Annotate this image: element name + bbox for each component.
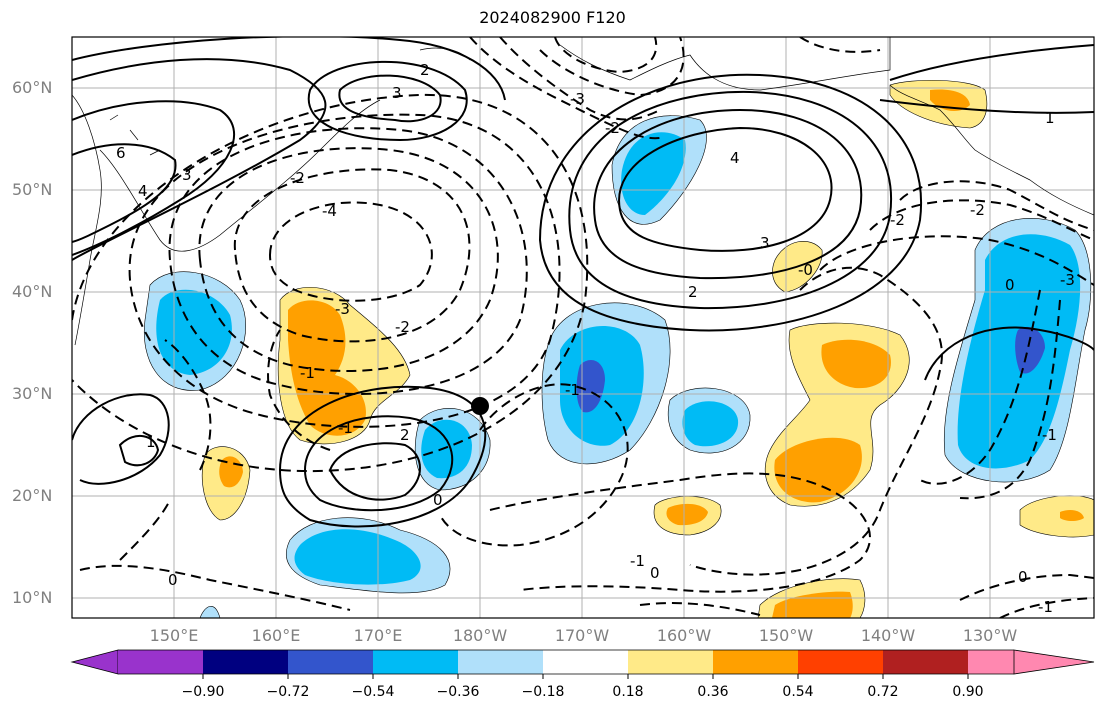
contour-label: 4: [730, 149, 740, 167]
contour-label: -1: [1042, 426, 1057, 444]
lat-label: 20°N: [12, 486, 53, 505]
lon-label: 130°W: [962, 626, 1018, 645]
shade-blue: [294, 529, 421, 585]
contour-label: 0: [650, 564, 660, 582]
colorbar-tick-label: 0.54: [782, 684, 814, 700]
shade-orange: [288, 300, 366, 436]
lon-label: 170°E: [353, 626, 403, 645]
contour-label: -2: [290, 169, 305, 187]
contour-label: -2: [395, 318, 410, 336]
contour-label: 0: [1005, 276, 1015, 294]
colorbar-tick-label: −0.90: [181, 684, 225, 700]
lat-label: 30°N: [12, 384, 53, 403]
colorbar-tick-label: −0.36: [436, 684, 480, 700]
contour-label: -0: [798, 261, 813, 279]
colorbar: [70, 649, 1095, 679]
contour-label: -1: [565, 381, 580, 399]
contour-label: 3: [182, 166, 192, 184]
lat-label: 50°N: [12, 180, 53, 199]
colorbar-min-arrow: [70, 649, 119, 675]
colorbar-bin: [203, 650, 288, 674]
colorbar-bin: [118, 650, 203, 674]
colorbar-tick-label: 0.36: [697, 684, 729, 700]
colorbar-bin: [713, 650, 798, 674]
colorbar-bin: [458, 650, 543, 674]
colorbar-bin: [543, 650, 628, 674]
shade-light-yellow: [1019, 495, 1094, 538]
shade-blue: [682, 401, 739, 447]
colorbar-tick-label: −0.18: [521, 684, 565, 700]
lat-label: 40°N: [12, 282, 53, 301]
contour-label: 2: [400, 426, 410, 444]
positive-contours: [72, 37, 1094, 528]
contour-label: -3: [570, 90, 585, 108]
lon-label: 180°W: [452, 626, 508, 645]
colorbar-bin: [288, 650, 373, 674]
lat-label: 10°N: [12, 588, 53, 607]
plot-frame: [71, 36, 1095, 619]
shade-dark-blue: [576, 360, 605, 413]
contour-label: 2: [688, 283, 698, 301]
colorbar-tick-label: 0.90: [952, 684, 984, 700]
contour-label: -3: [335, 300, 350, 318]
contour-label: 6: [116, 144, 126, 162]
contour-label: -2: [605, 119, 620, 137]
lat-label: 60°N: [12, 78, 53, 97]
contour-label: -3: [1060, 271, 1075, 289]
shade-orange: [821, 339, 891, 389]
contour-label: 0: [433, 491, 443, 509]
colorbar-bin: [883, 650, 968, 674]
contour-label: -1: [630, 552, 645, 570]
colorbar-bin: [628, 650, 713, 674]
shade-blue: [621, 132, 686, 215]
contour-label: 1: [1045, 109, 1055, 127]
map-title: 2024082900 F120: [479, 8, 626, 27]
lon-label: 150°W: [758, 626, 814, 645]
shade-light-blue: [199, 606, 221, 618]
colorbar-bin: [373, 650, 458, 674]
storm-center-marker: [471, 397, 489, 415]
contour-label: -2: [890, 211, 905, 229]
contour-label: -1: [300, 364, 315, 382]
lon-label: 140°W: [860, 626, 916, 645]
contour-label: -2: [970, 201, 985, 219]
shade-blue: [421, 419, 472, 479]
colorbar-bin: [798, 650, 883, 674]
contour-label: -4: [322, 202, 337, 220]
contour-label: 1: [146, 433, 156, 451]
colorbar-tick-label: −0.72: [266, 684, 310, 700]
contour-label: 4: [138, 182, 148, 200]
shade-orange: [1060, 510, 1084, 521]
lon-label: 160°W: [656, 626, 712, 645]
colorbar-bin: [968, 650, 1014, 674]
contour-label: 0: [168, 571, 178, 589]
contour-label: 0: [1018, 568, 1028, 586]
shade-orange: [774, 437, 862, 503]
contour-label: -1: [1038, 598, 1053, 616]
colorbar-tick-label: −0.54: [351, 684, 395, 700]
lon-label: 150°E: [149, 626, 199, 645]
shade-orange: [666, 503, 708, 526]
lon-label: 170°W: [554, 626, 610, 645]
grid-lines: [72, 37, 1094, 618]
contour-label: 3: [392, 84, 402, 102]
contour-label: 2: [420, 61, 430, 79]
shading-layer: [143, 79, 1094, 618]
contour-label: -1: [338, 419, 353, 437]
colorbar-max-arrow: [1013, 649, 1095, 675]
contour-label: 3: [760, 234, 770, 252]
colorbar-tick-label: 0.72: [867, 684, 899, 700]
contour-layer: [72, 37, 1094, 618]
colorbar-tick-label: 0.18: [612, 684, 644, 700]
shade-dark-blue: [1015, 326, 1045, 374]
contour-labels: -4 -3 -2 -2 -1 -1 -1 0 0 0 0 1 2 2 3 3 4…: [116, 61, 1075, 616]
negative-contours: [72, 37, 1094, 618]
lon-label: 160°E: [251, 626, 301, 645]
